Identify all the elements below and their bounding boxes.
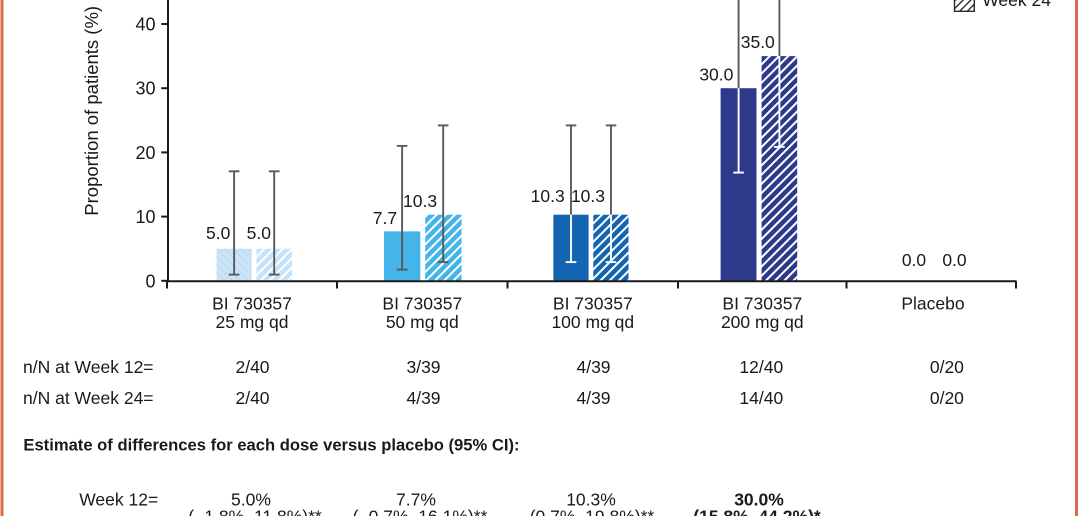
svg-text:10.3: 10.3	[571, 186, 605, 206]
svg-text:10.3: 10.3	[531, 186, 565, 206]
svg-text:10.3: 10.3	[403, 191, 437, 211]
svg-text:50 mg qd: 50 mg qd	[386, 312, 459, 332]
svg-text:5.0: 5.0	[206, 223, 231, 243]
svg-text:100 mg qd: 100 mg qd	[551, 312, 634, 332]
svg-text:4/39: 4/39	[576, 357, 610, 377]
svg-text:12/40: 12/40	[739, 357, 783, 377]
svg-text:n/N at Week 24=: n/N at Week 24=	[23, 388, 154, 408]
svg-text:Estimate of differences for ea: Estimate of differences for each dose ve…	[23, 436, 519, 455]
svg-text:10: 10	[135, 207, 155, 227]
svg-text:(0.7%, 19.8%)**: (0.7%, 19.8%)**	[530, 507, 655, 517]
svg-text:BI 730357: BI 730357	[722, 294, 802, 314]
svg-text:Placebo: Placebo	[901, 294, 964, 314]
svg-text:5.0%: 5.0%	[231, 490, 271, 510]
svg-text:2/40: 2/40	[235, 388, 269, 408]
svg-text:BI 730357: BI 730357	[553, 294, 633, 314]
svg-text:0/20: 0/20	[930, 388, 964, 408]
svg-text:35.0: 35.0	[741, 32, 775, 52]
svg-text:7.7: 7.7	[373, 208, 397, 228]
svg-text:30.0: 30.0	[699, 65, 733, 85]
svg-text:30.0%: 30.0%	[734, 490, 784, 510]
svg-text:(15.8%, 44.2%)*: (15.8%, 44.2%)*	[693, 507, 821, 517]
svg-text:0.0: 0.0	[942, 250, 967, 270]
svg-text:2/40: 2/40	[235, 357, 269, 377]
svg-text:n/N at Week 12=: n/N at Week 12=	[23, 357, 154, 377]
svg-text:(−1.8%, 11.8%)**: (−1.8%, 11.8%)**	[188, 507, 322, 517]
svg-text:20: 20	[135, 143, 155, 163]
svg-text:10.3%: 10.3%	[566, 490, 616, 510]
svg-text:0: 0	[145, 271, 155, 291]
svg-text:Week 12=: Week 12=	[79, 490, 158, 510]
svg-text:0.0: 0.0	[902, 250, 927, 270]
svg-text:200 mg qd: 200 mg qd	[721, 312, 804, 332]
svg-text:30: 30	[135, 79, 155, 99]
svg-text:4/39: 4/39	[576, 388, 610, 408]
svg-text:BI 730357: BI 730357	[212, 294, 292, 314]
svg-text:Week 24: Week 24	[982, 0, 1051, 10]
svg-text:BI 730357: BI 730357	[382, 294, 462, 314]
svg-text:4/39: 4/39	[406, 388, 440, 408]
svg-text:14/40: 14/40	[739, 388, 783, 408]
svg-text:(−0.7%, 16.1%)**: (−0.7%, 16.1%)**	[353, 507, 488, 517]
svg-text:Proportion of patients (%): Proportion of patients (%)	[81, 6, 102, 216]
svg-text:7.7%: 7.7%	[396, 490, 436, 510]
svg-text:40: 40	[135, 15, 155, 35]
svg-text:5.0: 5.0	[247, 223, 272, 243]
svg-text:3/39: 3/39	[406, 357, 440, 377]
svg-text:0/20: 0/20	[930, 357, 964, 377]
svg-text:25 mg qd: 25 mg qd	[216, 312, 289, 332]
